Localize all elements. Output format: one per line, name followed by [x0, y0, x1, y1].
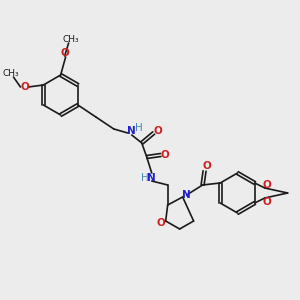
Text: O: O	[60, 48, 69, 58]
Text: H: H	[135, 123, 142, 133]
Text: CH₃: CH₃	[2, 68, 19, 77]
Text: N: N	[147, 173, 156, 183]
Text: O: O	[262, 197, 271, 207]
Text: O: O	[20, 82, 29, 92]
Text: N: N	[182, 190, 191, 200]
Text: H: H	[141, 173, 148, 183]
Text: O: O	[153, 126, 162, 136]
Text: N: N	[128, 126, 136, 136]
Text: O: O	[156, 218, 165, 228]
Text: CH₃: CH₃	[62, 34, 79, 43]
Text: O: O	[160, 150, 169, 160]
Text: O: O	[202, 161, 211, 171]
Text: O: O	[262, 180, 271, 190]
